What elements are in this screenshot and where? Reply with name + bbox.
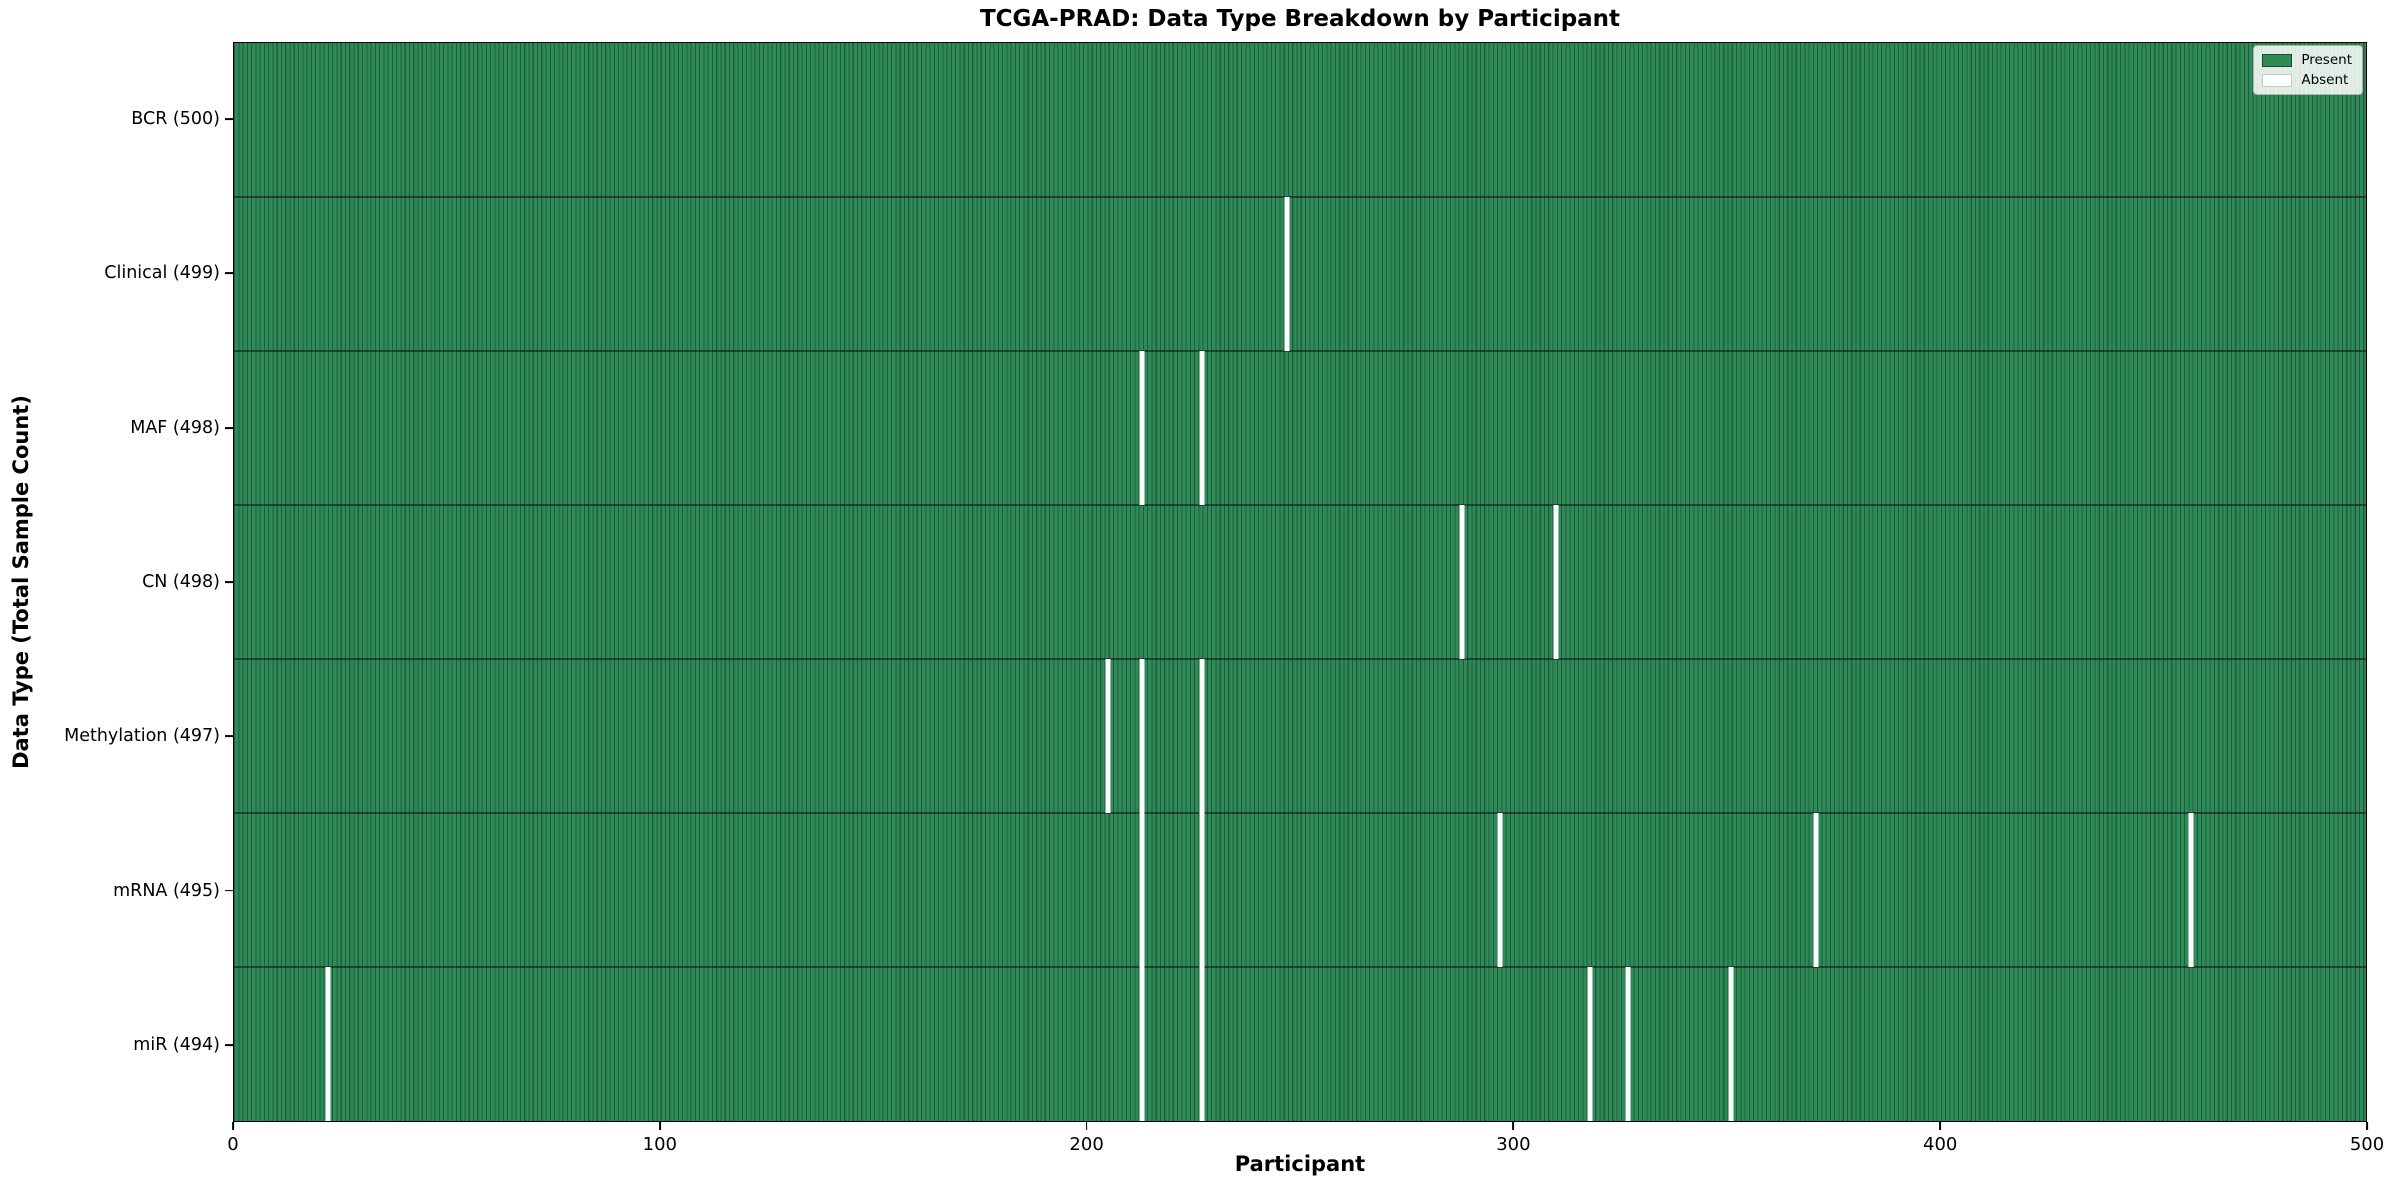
absent-gap: [2188, 813, 2194, 967]
absent-gap: [1497, 813, 1503, 967]
legend-item-absent: Absent: [2262, 72, 2352, 88]
row-divider: [234, 504, 2366, 506]
absent-gap: [1139, 351, 1145, 505]
x-tick-mark: [658, 1122, 661, 1130]
absent-gap: [325, 967, 331, 1121]
absent-gap: [1105, 659, 1111, 813]
x-tick-mark: [2366, 1122, 2368, 1130]
y-tick-label: miR (494): [133, 1034, 220, 1055]
row-divider: [234, 196, 2366, 198]
absent-gap: [1284, 197, 1290, 351]
absent-gap: [1139, 813, 1145, 967]
y-tick-label: Methylation (497): [64, 726, 220, 747]
y-tick-label: CN (498): [142, 572, 220, 592]
x-tick-mark: [1085, 1122, 1088, 1130]
absent-gap: [1139, 659, 1145, 813]
present-swatch-icon: [2262, 53, 2293, 67]
row-divider: [234, 658, 2366, 660]
absent-gap: [1553, 505, 1559, 659]
absent-gap: [1199, 351, 1205, 505]
absent-gap: [1199, 659, 1205, 813]
absent-gap: [1587, 967, 1593, 1121]
absent-gap: [1199, 967, 1205, 1121]
y-axis-label: Data Type (Total Sample Count): [9, 395, 33, 769]
chart-title: TCGA-PRAD: Data Type Breakdown by Partic…: [979, 6, 1621, 32]
legend-item-present: Present: [2262, 52, 2352, 68]
absent-gap: [1625, 967, 1631, 1121]
row-divider: [234, 966, 2366, 968]
y-tick-mark: [225, 118, 233, 121]
y-tick-mark: [225, 272, 233, 275]
y-tick-label: MAF (498): [130, 417, 220, 438]
absent-gap: [1199, 813, 1205, 967]
row-divider: [234, 350, 2366, 352]
absent-swatch-icon: [2262, 73, 2293, 87]
legend-label-present: Present: [2301, 52, 2352, 68]
x-axis-label: Participant: [1234, 1152, 1366, 1176]
plot-area: Present Absent: [233, 42, 2367, 1122]
x-tick-mark: [1939, 1122, 1942, 1130]
y-tick-mark: [225, 1043, 233, 1046]
absent-gap: [1813, 813, 1819, 967]
absent-gap: [1139, 967, 1145, 1121]
y-tick-label: Clinical (499): [104, 263, 220, 284]
y-tick-mark: [225, 889, 233, 892]
absent-gap: [1728, 967, 1734, 1121]
x-tick-mark: [1512, 1122, 1515, 1130]
y-tick-label: mRNA (495): [113, 880, 220, 901]
legend-label-absent: Absent: [2301, 72, 2349, 88]
row-divider: [234, 812, 2366, 814]
y-tick-mark: [225, 426, 233, 429]
legend: Present Absent: [2253, 45, 2363, 95]
absent-gap: [1459, 505, 1465, 659]
y-tick-mark: [225, 735, 233, 738]
y-tick-mark: [225, 581, 233, 583]
x-tick-mark: [232, 1122, 234, 1130]
y-tick-label: BCR (500): [131, 109, 220, 130]
